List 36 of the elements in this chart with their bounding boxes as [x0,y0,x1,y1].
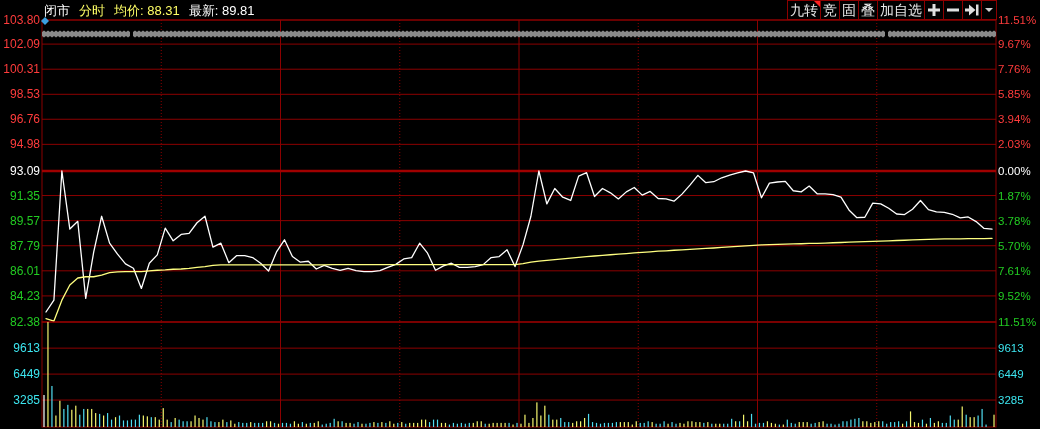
y-tick-label: 93.09 [9,164,41,178]
y-tick-label: 100.31 [3,62,41,77]
y2-tick-label: 7.76% [998,63,1031,76]
y2-tick-label: 3.94% [998,113,1031,126]
y2-tick-label: 9.52% [998,289,1031,302]
text: 均价: 88.31 [113,3,180,18]
y2-tick-label: 11.51% [998,14,1037,26]
y-tick-label: 3285 [13,393,41,408]
y2-tick-label: 0.00% [998,165,1031,177]
y-tick-label: 102.09 [3,37,41,52]
y-tick-label: 6449 [13,367,41,382]
y-tick-label: 89.57 [9,213,41,228]
y2-tick-label: 9.67% [998,38,1031,51]
y2-tick-label: 2.03% [998,138,1031,151]
y2-tick-label: 11.51% [998,316,1037,328]
y-tick-label: 9613 [13,341,41,356]
y-tick-label: 91.35 [9,188,41,203]
y2-tick-label: 6449 [998,368,1024,381]
y-tick-label: 96.76 [9,112,41,127]
y2-tick-label: 3285 [998,394,1024,407]
chart-title: 闭市 [44,3,70,18]
y2-tick-label: 5.85% [998,88,1031,101]
y-tick-label: 94.98 [9,137,41,152]
y2-tick-label: 1.87% [998,189,1031,202]
text: 最新: 89.81 [188,3,255,18]
chart-subtitle: 分时 [79,3,105,18]
y2-tick-label: 9613 [998,342,1024,355]
y2-tick-label: 5.70% [998,239,1031,252]
y-tick-label: 87.79 [9,238,41,253]
y-tick-label: 82.38 [9,315,41,329]
y-tick-label: 86.01 [9,263,41,278]
y2-tick-label: 7.61% [998,264,1031,277]
y-tick-label: 98.53 [9,87,41,102]
y-tick-label: 103.80 [3,13,41,27]
y2-tick-label: 3.78% [998,214,1031,227]
y-tick-label: 84.23 [9,288,41,303]
